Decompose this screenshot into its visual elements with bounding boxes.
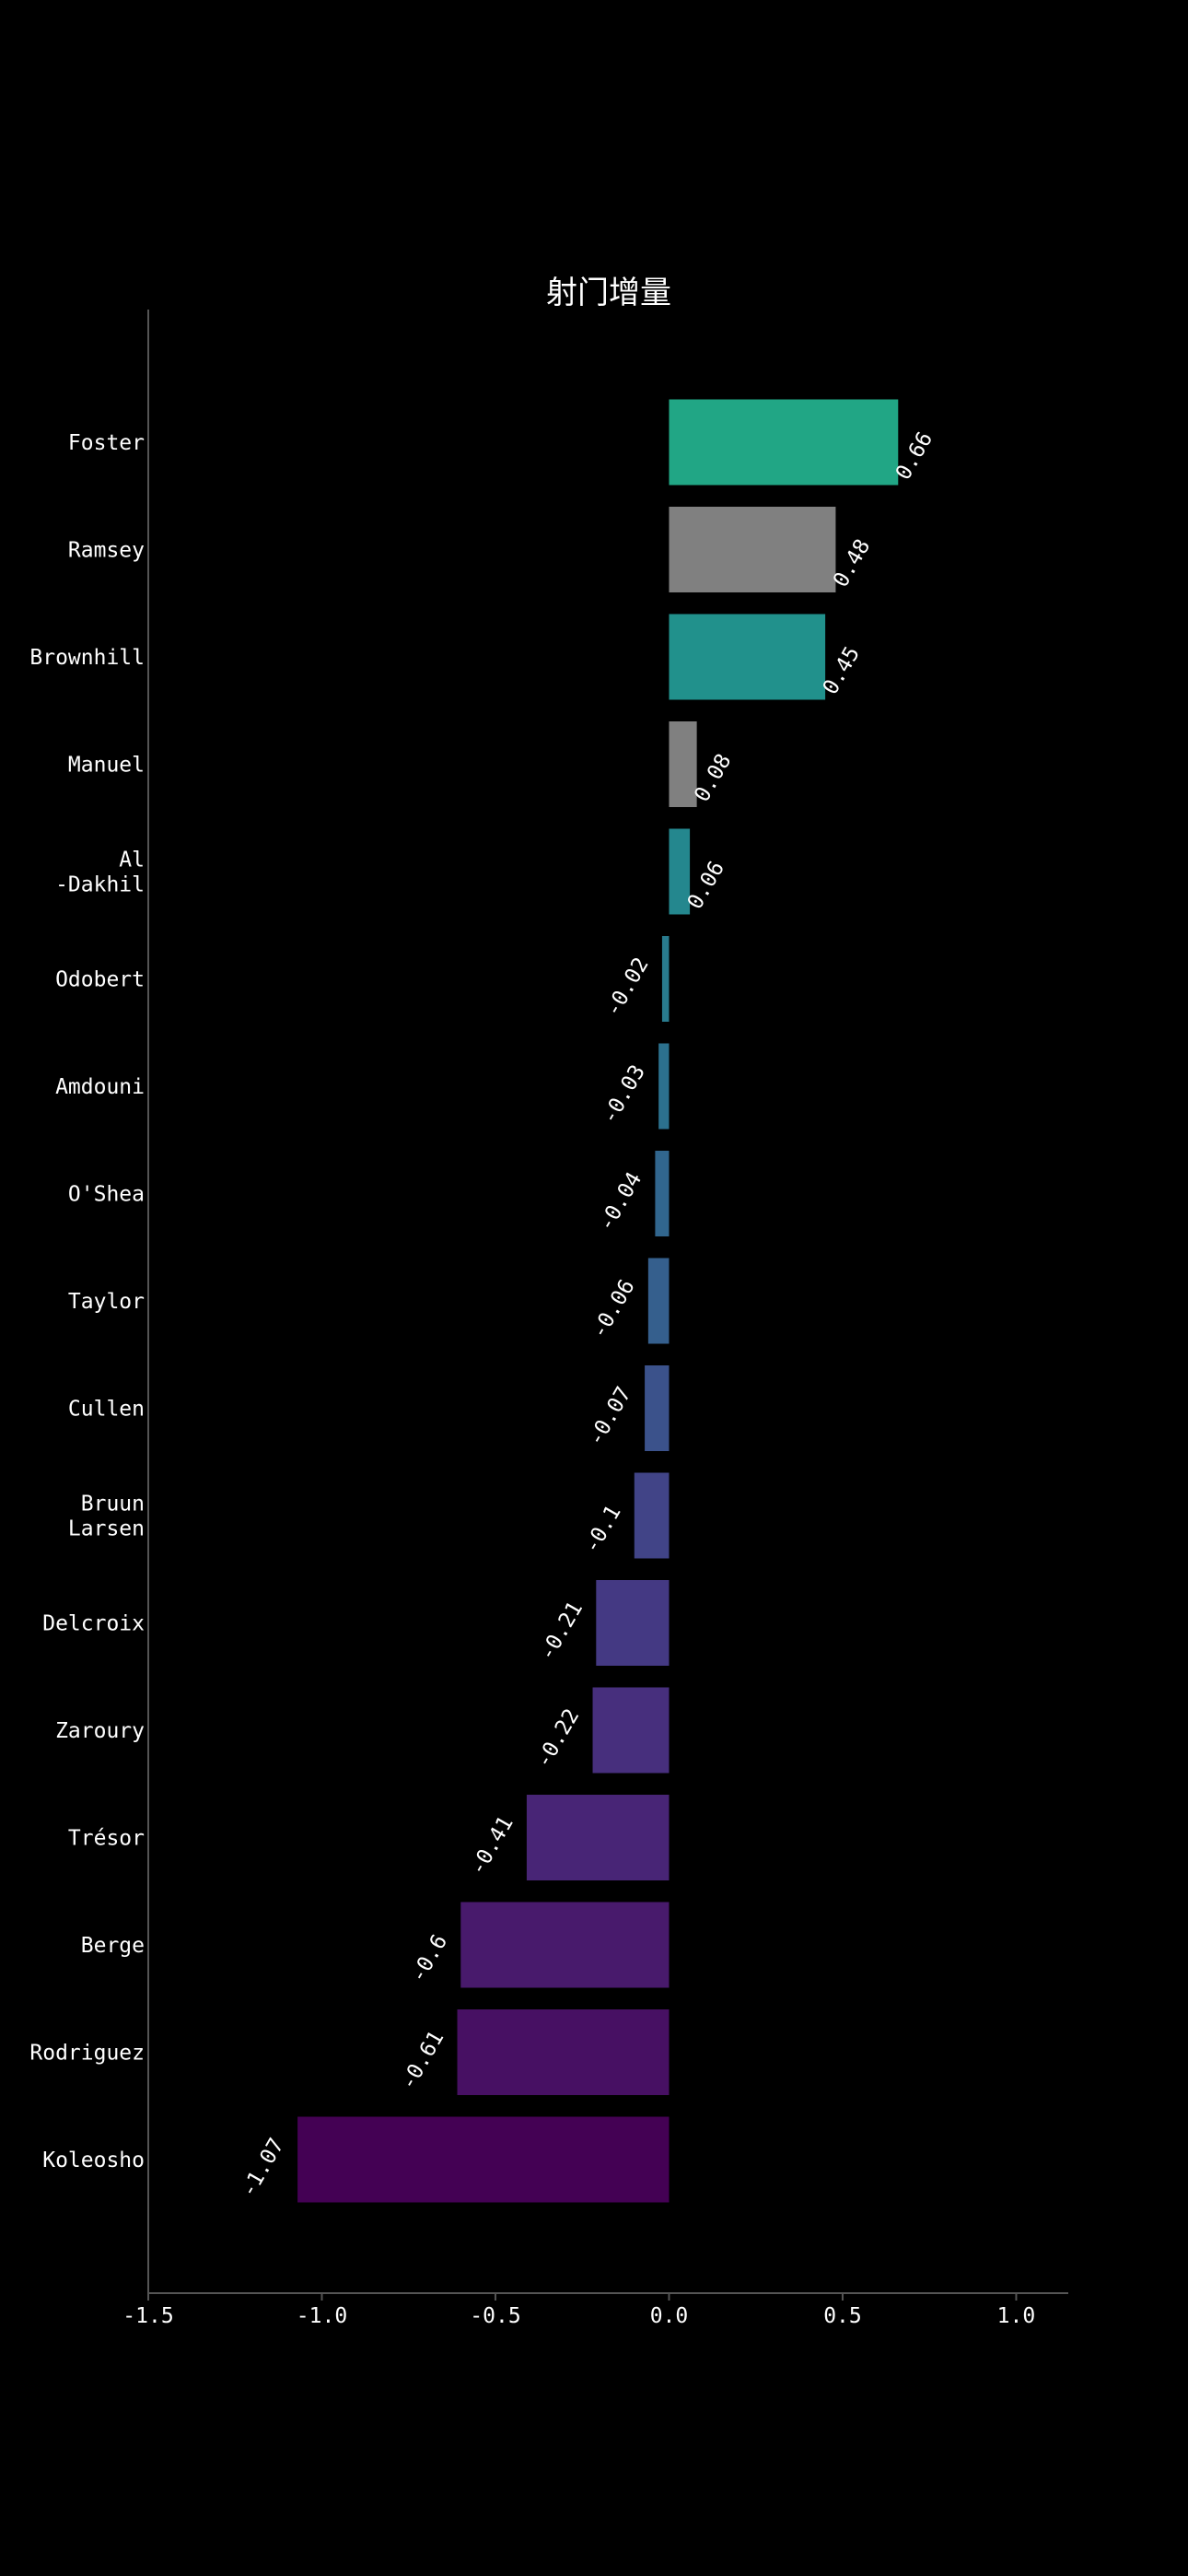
bar <box>457 2009 670 2095</box>
category-label: Taylor <box>68 1290 145 1314</box>
bar <box>592 1687 670 1774</box>
bars-group: Foster 0.66 Ramsey 0.48 Brownhill 0.45 Manuel 0… <box>29 399 938 2203</box>
x-tick-label: 1.0 <box>997 2304 1036 2328</box>
bar <box>634 1472 670 1559</box>
category-label: Brownhill <box>29 646 145 670</box>
data-label: -0.04 <box>594 1168 646 1235</box>
category-label: Manuel <box>68 754 145 778</box>
x-tick-label: 0.5 <box>823 2304 862 2328</box>
bar <box>658 1043 670 1130</box>
bar <box>661 936 670 1022</box>
x-tick-label: -0.5 <box>470 2304 520 2328</box>
category-label: Amdouni <box>55 1075 145 1099</box>
category-label: Al -Dakhil <box>55 849 145 897</box>
x-tick-label: 0.0 <box>650 2304 689 2328</box>
data-label: 0.08 <box>690 750 736 806</box>
category-label: Ramsey <box>68 539 145 563</box>
data-label: 0.48 <box>829 535 875 591</box>
data-label: -0.03 <box>598 1061 650 1129</box>
category-label: Zaroury <box>55 1719 145 1743</box>
bar <box>669 399 899 486</box>
bar <box>526 1795 670 1880</box>
category-label: Bruun Larsen <box>68 1493 145 1541</box>
bar <box>655 1151 670 1236</box>
data-label: -0.22 <box>531 1705 584 1773</box>
bar <box>645 1365 670 1451</box>
bar <box>596 1580 670 1666</box>
data-label: -0.07 <box>584 1383 636 1450</box>
bar <box>669 828 691 915</box>
bar <box>669 507 836 592</box>
category-label: Rodriguez <box>29 2042 145 2066</box>
bar <box>297 2116 670 2203</box>
category-label: Odobert <box>55 968 145 992</box>
category-label: O'Shea <box>68 1183 145 1207</box>
bar <box>669 721 697 807</box>
category-label: Delcroix <box>42 1612 145 1636</box>
bar <box>460 1902 670 1988</box>
data-label: -0.06 <box>588 1276 640 1343</box>
bar <box>669 614 826 700</box>
bar <box>647 1258 670 1344</box>
category-label: Cullen <box>68 1398 145 1422</box>
data-label: -0.6 <box>406 1931 452 1987</box>
x-tick-label: -1.5 <box>122 2304 173 2328</box>
data-label: -0.41 <box>466 1812 518 1879</box>
data-label: -1.07 <box>237 2135 289 2202</box>
category-label: Koleosho <box>42 2149 145 2172</box>
data-label: -0.02 <box>601 954 654 1021</box>
chart-title: 射门增量 <box>546 275 671 311</box>
x-ticks-group: -1.5 -1.0 -0.5 0.0 0.5 1.0 <box>122 2293 1035 2328</box>
data-label: -0.61 <box>396 2027 448 2094</box>
data-label: 0.66 <box>891 428 938 485</box>
category-label: Trésor <box>68 1827 145 1851</box>
category-label: Foster <box>68 431 145 455</box>
data-label: -0.1 <box>579 1502 625 1558</box>
data-label: 0.45 <box>819 643 865 699</box>
data-label: 0.06 <box>683 858 729 914</box>
data-label: -0.21 <box>535 1598 588 1665</box>
x-tick-label: -1.0 <box>297 2304 347 2328</box>
category-label: Berge <box>81 1934 145 1958</box>
